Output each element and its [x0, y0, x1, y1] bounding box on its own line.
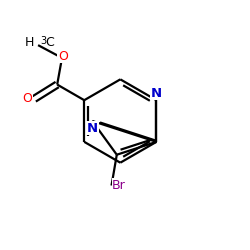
Text: H: H: [24, 36, 34, 49]
Text: O: O: [22, 92, 32, 104]
Text: N: N: [87, 122, 98, 134]
Text: C: C: [46, 36, 54, 49]
Text: N: N: [151, 86, 162, 100]
Text: Br: Br: [112, 179, 126, 192]
Text: 3: 3: [40, 36, 46, 46]
Text: O: O: [58, 50, 68, 63]
